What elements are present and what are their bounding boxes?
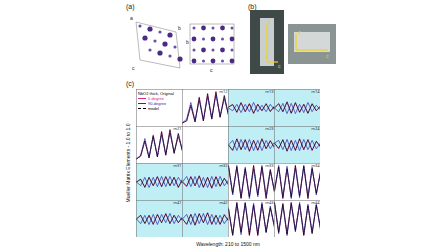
svg-text:m32: m32 xyxy=(219,163,228,168)
svg-text:b: b xyxy=(269,19,272,25)
svg-text:m43: m43 xyxy=(265,200,274,205)
svg-text:c: c xyxy=(132,65,135,71)
html-text:(b): (b) xyxy=(248,3,257,10)
html-text:Wavelength: 210 to 1500 nm: Wavelength: 210 to 1500 nm xyxy=(196,241,260,247)
html-text:0-degree: 0-degree xyxy=(148,96,164,101)
svg-text:c: c xyxy=(210,67,213,73)
html-text:NbO2 thick, Original: NbO2 thick, Original xyxy=(138,91,174,96)
svg-text:m14: m14 xyxy=(311,89,320,94)
svg-text:a: a xyxy=(130,15,133,21)
svg-text:m13: m13 xyxy=(265,89,274,94)
svg-text:m33: m33 xyxy=(265,163,274,168)
svg-text:m24: m24 xyxy=(311,126,320,131)
svg-text:m41: m41 xyxy=(173,200,181,205)
svg-text:m34: m34 xyxy=(311,163,320,168)
svg-text:c: c xyxy=(326,53,329,59)
svg-text:a: a xyxy=(298,29,301,35)
html-text:Mueller Matrix Elements - 1.0: Mueller Matrix Elements - 1.0 to 1.0 xyxy=(125,123,131,203)
svg-text:b: b xyxy=(186,39,189,45)
html-text:90-degree: 90-degree xyxy=(148,101,167,106)
svg-text:m31: m31 xyxy=(173,163,181,168)
svg-text:m21: m21 xyxy=(173,126,181,131)
svg-text:c: c xyxy=(278,63,281,69)
svg-text:b: b xyxy=(178,25,181,31)
html-text:(c): (c) xyxy=(126,80,135,87)
svg-text:m12: m12 xyxy=(219,89,228,94)
svg-text:m44: m44 xyxy=(311,200,320,205)
svg-text:m23: m23 xyxy=(265,126,274,131)
html-text:model: model xyxy=(148,106,159,111)
html-text:(a): (a) xyxy=(126,3,135,10)
svg-text:m42: m42 xyxy=(219,200,228,205)
